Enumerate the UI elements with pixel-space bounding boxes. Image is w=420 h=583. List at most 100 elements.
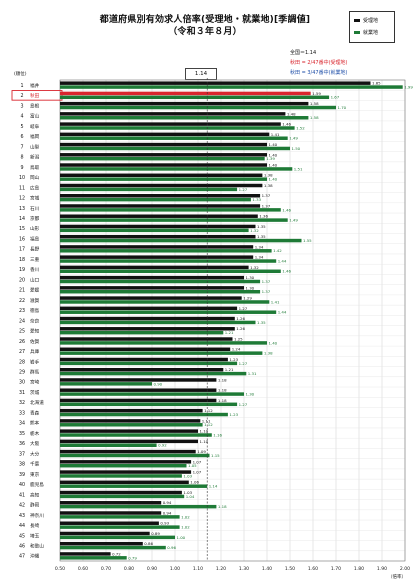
data-label-received: 1.24 xyxy=(232,347,241,352)
x-tick-label: 0.50 xyxy=(55,566,65,572)
bar-received xyxy=(60,286,244,290)
bar-received xyxy=(60,552,111,556)
data-label-employed: 1.00 xyxy=(177,535,186,540)
rank-label: 45 xyxy=(19,533,25,539)
bar-received xyxy=(60,470,192,474)
rank-label: 6 xyxy=(20,134,23,140)
bar-employed xyxy=(60,85,403,89)
prefecture-label: 三重 xyxy=(30,256,40,263)
prefecture-label: 山口 xyxy=(30,276,40,283)
bar-employed xyxy=(60,279,261,284)
data-label-received: 1.12 xyxy=(204,408,213,413)
rank-label: 7 xyxy=(20,144,23,150)
bar-employed xyxy=(60,443,157,447)
data-label-employed: 1.49 xyxy=(289,218,298,223)
bar-employed xyxy=(60,463,187,468)
bar-received xyxy=(60,306,238,311)
bar-employed xyxy=(60,504,217,509)
rank-label: 37 xyxy=(19,451,25,457)
prefecture-label: 兵庫 xyxy=(30,348,40,355)
rank-label: 36 xyxy=(19,441,25,447)
bar-employed xyxy=(60,412,228,417)
data-label-employed: 1.27 xyxy=(239,187,248,192)
x-tick-label: 0.70 xyxy=(101,566,111,572)
rank-label: 8 xyxy=(20,155,23,161)
x-tick-label: 0.80 xyxy=(124,566,134,572)
data-label-employed: 1.27 xyxy=(239,402,248,407)
data-label-employed: 0.90 xyxy=(154,381,163,386)
rank-label: 3 xyxy=(20,103,23,109)
bar-received xyxy=(60,245,254,249)
bar-received xyxy=(60,398,217,403)
prefecture-label: 宮崎 xyxy=(30,379,40,386)
bar-employed xyxy=(60,177,267,181)
prefecture-label: 千葉 xyxy=(30,461,40,468)
prefecture-label: 奈良 xyxy=(30,317,40,324)
data-label-employed: 1.27 xyxy=(239,361,248,366)
bar-received xyxy=(60,490,182,495)
data-label-employed: 1.30 xyxy=(246,392,255,397)
bar-received xyxy=(60,367,224,372)
data-label-received: 1.36 xyxy=(259,214,268,219)
prefecture-label: 新潟 xyxy=(30,154,40,161)
bar-employed xyxy=(60,484,208,488)
x-tick-label: 1.20 xyxy=(216,566,226,572)
bar-received xyxy=(60,316,235,321)
x-tick-label: 0.90 xyxy=(147,566,157,572)
data-label-received: 1.26 xyxy=(236,326,245,331)
bar-employed xyxy=(60,156,265,161)
legend-label-employed: 就業地 xyxy=(363,30,379,36)
data-label-employed: 1.14 xyxy=(209,484,218,489)
prefecture-label: 秋田 xyxy=(30,92,40,99)
data-label-received: 1.41 xyxy=(271,132,280,137)
bar-received xyxy=(60,378,217,382)
rank-label: 25 xyxy=(19,329,25,335)
data-label-employed: 1.37 xyxy=(262,279,271,284)
bar-employed xyxy=(60,126,295,130)
data-label-received: 1.11 xyxy=(202,418,211,423)
data-label-employed: 0.92 xyxy=(158,443,167,448)
data-label-received: 0.93 xyxy=(160,521,169,526)
rank-label: 33 xyxy=(19,410,25,416)
data-label-received: 1.58 xyxy=(310,101,319,106)
prefecture-label: 東京 xyxy=(30,471,40,478)
rank-label: 43 xyxy=(19,513,25,519)
rank-label: 14 xyxy=(19,216,25,222)
data-label-employed: 1.02 xyxy=(181,514,190,519)
data-label-received: 1.37 xyxy=(262,193,271,198)
bar-employed xyxy=(60,341,267,345)
bar-received xyxy=(60,81,371,85)
rank-label: 5 xyxy=(20,124,23,130)
bar-received xyxy=(60,439,198,444)
bar-employed xyxy=(60,259,277,263)
data-label-received: 1.18 xyxy=(218,398,227,403)
prefecture-label: 和歌山 xyxy=(30,542,44,549)
rank-label: 10 xyxy=(19,175,25,181)
data-label-received: 1.29 xyxy=(243,296,252,301)
data-label-received: 0.94 xyxy=(163,500,172,505)
data-label-employed: 1.35 xyxy=(257,320,266,325)
bar-received xyxy=(60,224,256,229)
bar-received xyxy=(60,183,263,188)
bar-received xyxy=(60,214,258,218)
rank-label: 41 xyxy=(19,492,25,498)
data-label-received: 1.32 xyxy=(250,265,259,270)
national-average-note: 全国＝1.14 xyxy=(290,50,317,56)
data-label-employed: 1.15 xyxy=(211,453,220,458)
data-label-received: 1.38 xyxy=(264,173,273,178)
x-axis-unit: （倍率） xyxy=(388,575,406,580)
rank-label: 39 xyxy=(19,472,25,478)
data-label-employed: 0.96 xyxy=(167,545,176,550)
data-label-employed: 1.58 xyxy=(310,115,319,120)
rank-label: 42 xyxy=(19,503,25,509)
data-label-received: 0.89 xyxy=(151,531,160,536)
prefecture-label: 佐賀 xyxy=(30,338,40,345)
rank-label: 26 xyxy=(19,339,25,345)
prefecture-label: 長野 xyxy=(30,246,40,253)
prefecture-label: 群馬 xyxy=(30,369,40,376)
rank-label: 40 xyxy=(19,482,25,488)
prefecture-label: 徳島 xyxy=(30,307,40,314)
prefecture-label: 石川 xyxy=(30,206,40,212)
data-label-employed: 1.44 xyxy=(278,258,287,263)
